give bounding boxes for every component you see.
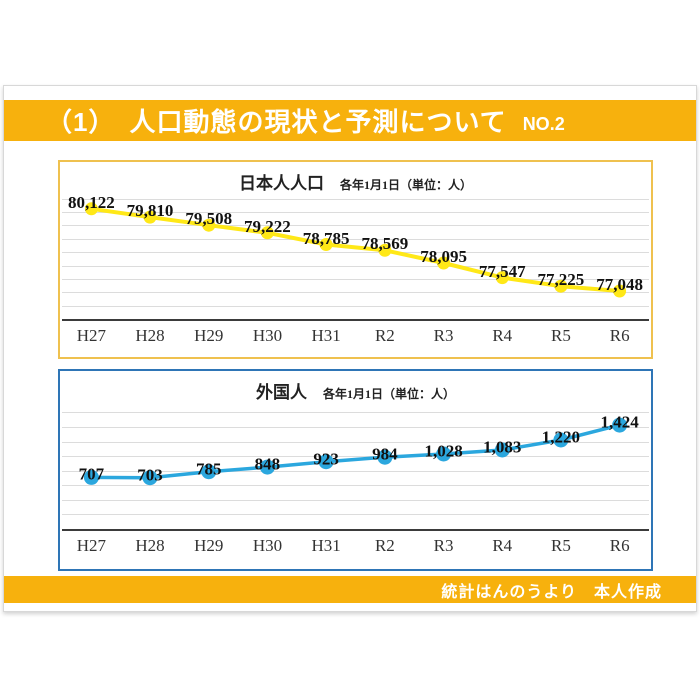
x-tick-label: H28 [135, 535, 165, 555]
chart-title: 外国人 [255, 383, 307, 402]
data-point-label: 848 [254, 454, 281, 474]
line-series [84, 202, 627, 298]
x-tick-label: R2 [374, 535, 395, 555]
gridline [62, 485, 649, 487]
data-point-label: 79,222 [244, 216, 291, 236]
slide-page-number: NO.2 [522, 113, 565, 134]
gridline [62, 252, 649, 254]
foreign-population-chart: 外国人 各年1月1日（単位：人） 707 703 785 848 923 984 1,028… [58, 369, 653, 571]
gridline [62, 426, 649, 428]
x-tick-label: H31 [311, 325, 341, 345]
gridline [62, 292, 649, 294]
data-point-marker [613, 284, 627, 298]
data-point-marker [554, 279, 568, 293]
data-point-marker [142, 470, 158, 486]
chart-plot-area: 707 703 785 848 923 984 1,028 1,083 1,220 1,424 [62, 405, 649, 531]
data-point-label: 78,095 [420, 247, 467, 266]
x-axis-labels: H27 H28 H29 H30 H31 R2 R3 R4 R5 R6 [62, 531, 649, 560]
gridline [62, 278, 649, 280]
chart-subtitle: 各年1月1日（単位：人） [339, 178, 472, 192]
data-point-marker [201, 464, 217, 480]
x-tick-label: H31 [311, 535, 341, 555]
data-point-label: 78,569 [361, 234, 409, 254]
slide-header-bar: （1） 人口動態の現状と予測について NO.2 [4, 100, 696, 141]
data-point-marker [378, 243, 392, 257]
data-point-label: 984 [372, 444, 398, 464]
data-point-marker [84, 202, 98, 216]
data-point-marker [202, 218, 216, 232]
data-point-marker [436, 446, 452, 462]
data-point-label: 77,547 [478, 261, 526, 281]
data-point-marker [143, 210, 157, 224]
data-point-marker [83, 469, 99, 485]
data-point-label: 77,225 [537, 270, 585, 290]
x-tick-label: R3 [433, 325, 454, 345]
data-point-label: 703 [137, 465, 163, 485]
data-point-label: 785 [196, 459, 222, 479]
data-point-marker [259, 459, 275, 475]
data-point-label: 707 [78, 464, 105, 484]
data-point-marker [494, 442, 510, 458]
data-point-marker [377, 449, 393, 465]
japanese-population-chart: 日本人人口 各年1月1日（単位：人） 80,122 79,810 79,508 79,… [58, 160, 653, 359]
gridline [62, 198, 649, 200]
x-tick-label: R4 [492, 535, 513, 555]
data-point-label: 1,083 [483, 437, 522, 457]
data-point-label: 1,424 [600, 412, 639, 432]
gridline [62, 225, 649, 227]
gridline [62, 412, 649, 414]
x-axis-labels: H27 H28 H29 H30 H31 R2 R3 R4 R5 R6 [62, 321, 649, 350]
gridline [62, 499, 649, 501]
data-point-label: 79,508 [185, 209, 233, 229]
gridline [62, 212, 649, 213]
line-series [83, 417, 628, 486]
x-tick-label: R3 [433, 535, 454, 555]
gridline [62, 456, 649, 458]
x-tick-label: H27 [76, 325, 106, 345]
chart-plot-area: 80,122 79,810 79,508 79,222 78,785 78,569 78,0… [62, 192, 649, 321]
data-point-marker [495, 271, 509, 285]
data-point-marker [319, 238, 333, 251]
x-tick-label: H27 [76, 535, 106, 555]
slide-footer-bar: 統計はんのうより 本人作成 [4, 576, 696, 603]
chart-title-row: 日本人人口 各年1月1日（単位：人） [60, 162, 651, 196]
chart-subtitle: 各年1月1日（単位：人） [322, 387, 455, 401]
x-tick-label: R6 [609, 325, 630, 345]
data-point-label: 1,220 [541, 427, 581, 447]
x-tick-label: H28 [135, 325, 165, 345]
x-tick-label: R2 [374, 325, 395, 345]
data-point-marker [437, 256, 451, 270]
gridline [62, 514, 649, 516]
data-point-label: 80,122 [68, 192, 115, 212]
gridline [62, 265, 649, 267]
data-point-label: 923 [313, 449, 339, 469]
data-point-label: 77,048 [596, 275, 643, 294]
data-point-marker [612, 417, 628, 433]
data-point-marker [260, 226, 274, 240]
x-tick-label: H30 [252, 325, 283, 345]
chart-title: 日本人人口 [238, 174, 324, 193]
x-tick-label: H29 [194, 535, 224, 555]
slide-title: （1） 人口動態の現状と予測について [46, 107, 507, 137]
data-point-label: 79,810 [126, 201, 174, 221]
x-tick-label: R5 [551, 535, 571, 555]
gridline [62, 238, 649, 240]
x-tick-label: R4 [492, 325, 513, 345]
gridline [62, 441, 649, 443]
data-point-label: 78,785 [302, 228, 350, 248]
gridline [62, 305, 649, 307]
source-credit: 統計はんのうより 本人作成 [441, 583, 662, 601]
chart-title-row: 外国人 各年1月1日（単位：人） [60, 371, 651, 405]
data-point-label: 1,028 [424, 441, 463, 461]
data-point-marker [553, 432, 569, 448]
data-point-marker [318, 454, 334, 470]
x-tick-label: H30 [252, 535, 283, 555]
x-tick-label: R5 [551, 325, 571, 345]
gridline [62, 470, 649, 472]
x-tick-label: R6 [609, 535, 630, 555]
x-tick-label: H29 [194, 325, 224, 345]
presentation-slide: （1） 人口動態の現状と予測について NO.2 日本人人口 各年1月1日（単位：… [3, 85, 697, 612]
